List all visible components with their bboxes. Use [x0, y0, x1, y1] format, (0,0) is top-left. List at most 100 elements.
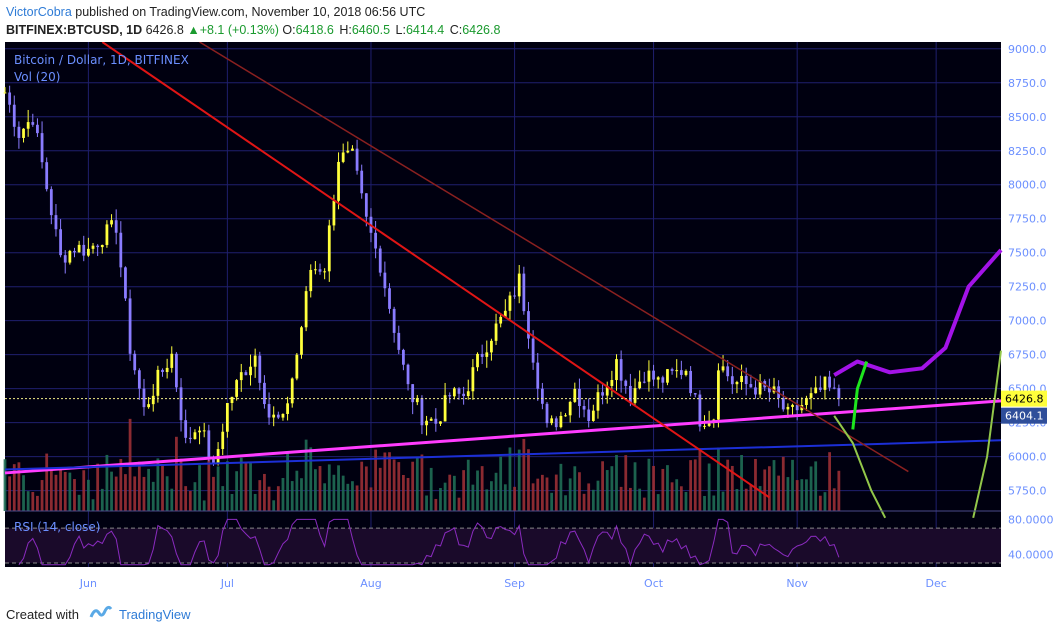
volume-bar [638, 488, 642, 511]
candle [452, 388, 456, 397]
candle [615, 359, 618, 381]
candle [45, 162, 49, 190]
symbol-label: BITFINEX:BTCUSD, 1D [6, 23, 143, 37]
rsi-line [18, 518, 840, 567]
candle [633, 388, 637, 403]
candle [480, 353, 484, 357]
candle [17, 126, 21, 138]
volume-bar [59, 468, 62, 511]
volume-bar [758, 486, 762, 511]
low-key: L: [395, 23, 406, 37]
candle [786, 406, 790, 410]
candle [96, 245, 100, 248]
candle [63, 255, 67, 263]
candle [499, 316, 503, 324]
candle [703, 425, 706, 427]
volume-bar [110, 471, 113, 511]
candle [258, 355, 262, 383]
y-tick-label: 7500.0 [1008, 247, 1047, 260]
price-chart[interactable]: 9000.0 8750.0 8500.0 8250.0 8000.0 7750.0 7500… [0, 41, 1059, 597]
candle [179, 387, 183, 421]
volume-bar [828, 452, 831, 511]
high-key: H: [339, 23, 352, 37]
volume-bar [360, 461, 364, 511]
projection-path [851, 361, 869, 430]
candle [383, 272, 387, 289]
volume-bars [3, 418, 841, 511]
volume-bar [795, 480, 799, 511]
created-with-label: Created with [6, 607, 79, 622]
candle [587, 409, 591, 421]
candle [26, 122, 30, 129]
candle [457, 388, 461, 394]
volume-bar [550, 492, 554, 511]
candle [550, 418, 554, 424]
candle [805, 397, 808, 406]
candle [679, 370, 683, 375]
volume-bar [786, 477, 790, 511]
volume-bar [351, 481, 354, 511]
candle [540, 388, 544, 404]
volume-bar [420, 454, 424, 511]
volume-bar [457, 497, 461, 511]
volume-bar [471, 484, 475, 511]
projection-path [833, 248, 1003, 377]
author-link[interactable]: VictorCobra [6, 5, 72, 19]
candle [323, 271, 327, 273]
candle [318, 269, 322, 272]
volume-bar [805, 479, 808, 511]
volume-bar [536, 478, 540, 511]
price-change: +8.1 (+0.13%) [199, 23, 279, 37]
volume-bar [823, 492, 827, 511]
volume-bar [411, 461, 415, 511]
volume-bar [73, 479, 76, 511]
candle [564, 415, 567, 417]
volume-bar [763, 469, 767, 511]
chart-area[interactable]: 9000.0 8750.0 8500.0 8250.0 8000.0 7750.0 7500… [0, 41, 1059, 597]
volume-bar [490, 481, 493, 511]
candle [619, 359, 623, 381]
candle [309, 269, 313, 292]
volume-bar [466, 459, 470, 511]
tradingview-link[interactable]: TradingView [118, 607, 191, 622]
volume-bar [105, 454, 109, 511]
candle [12, 104, 16, 127]
volume-bar [244, 462, 248, 511]
candle [735, 382, 739, 385]
volume-bar [508, 447, 512, 511]
trendline [4, 439, 1002, 471]
volume-bar [68, 472, 72, 511]
x-tick-label: Jun [79, 577, 97, 590]
candle [105, 224, 109, 245]
volume-bar [119, 458, 123, 511]
candle [31, 122, 35, 125]
volume-bar [374, 449, 377, 511]
candle [818, 387, 822, 390]
volume-bar [346, 483, 350, 511]
volume-bar [452, 475, 456, 511]
candle [411, 384, 415, 403]
candle [198, 430, 201, 433]
volume-bar [63, 471, 67, 511]
candle [647, 370, 651, 382]
candle [91, 245, 95, 249]
volume-bar [480, 466, 484, 511]
volume-bar [327, 464, 331, 511]
candle [397, 332, 401, 350]
y-tick-label: 7000.0 [1008, 315, 1047, 328]
candle [494, 323, 498, 341]
candle [443, 395, 447, 422]
volume-bar [749, 485, 753, 511]
candle [791, 404, 794, 407]
volume-bar [693, 459, 697, 511]
volume-bar [175, 436, 178, 511]
candle [758, 381, 762, 395]
volume-bar [675, 479, 679, 511]
publish-info: published on TradingView.com, November 1… [75, 5, 426, 19]
volume-bar [619, 486, 623, 511]
volume-bar [193, 482, 197, 511]
volume-bar [559, 463, 563, 511]
volume-bar [82, 470, 86, 511]
volume-bar [652, 465, 655, 511]
marker-price-label: 6404.1 [1005, 410, 1044, 423]
